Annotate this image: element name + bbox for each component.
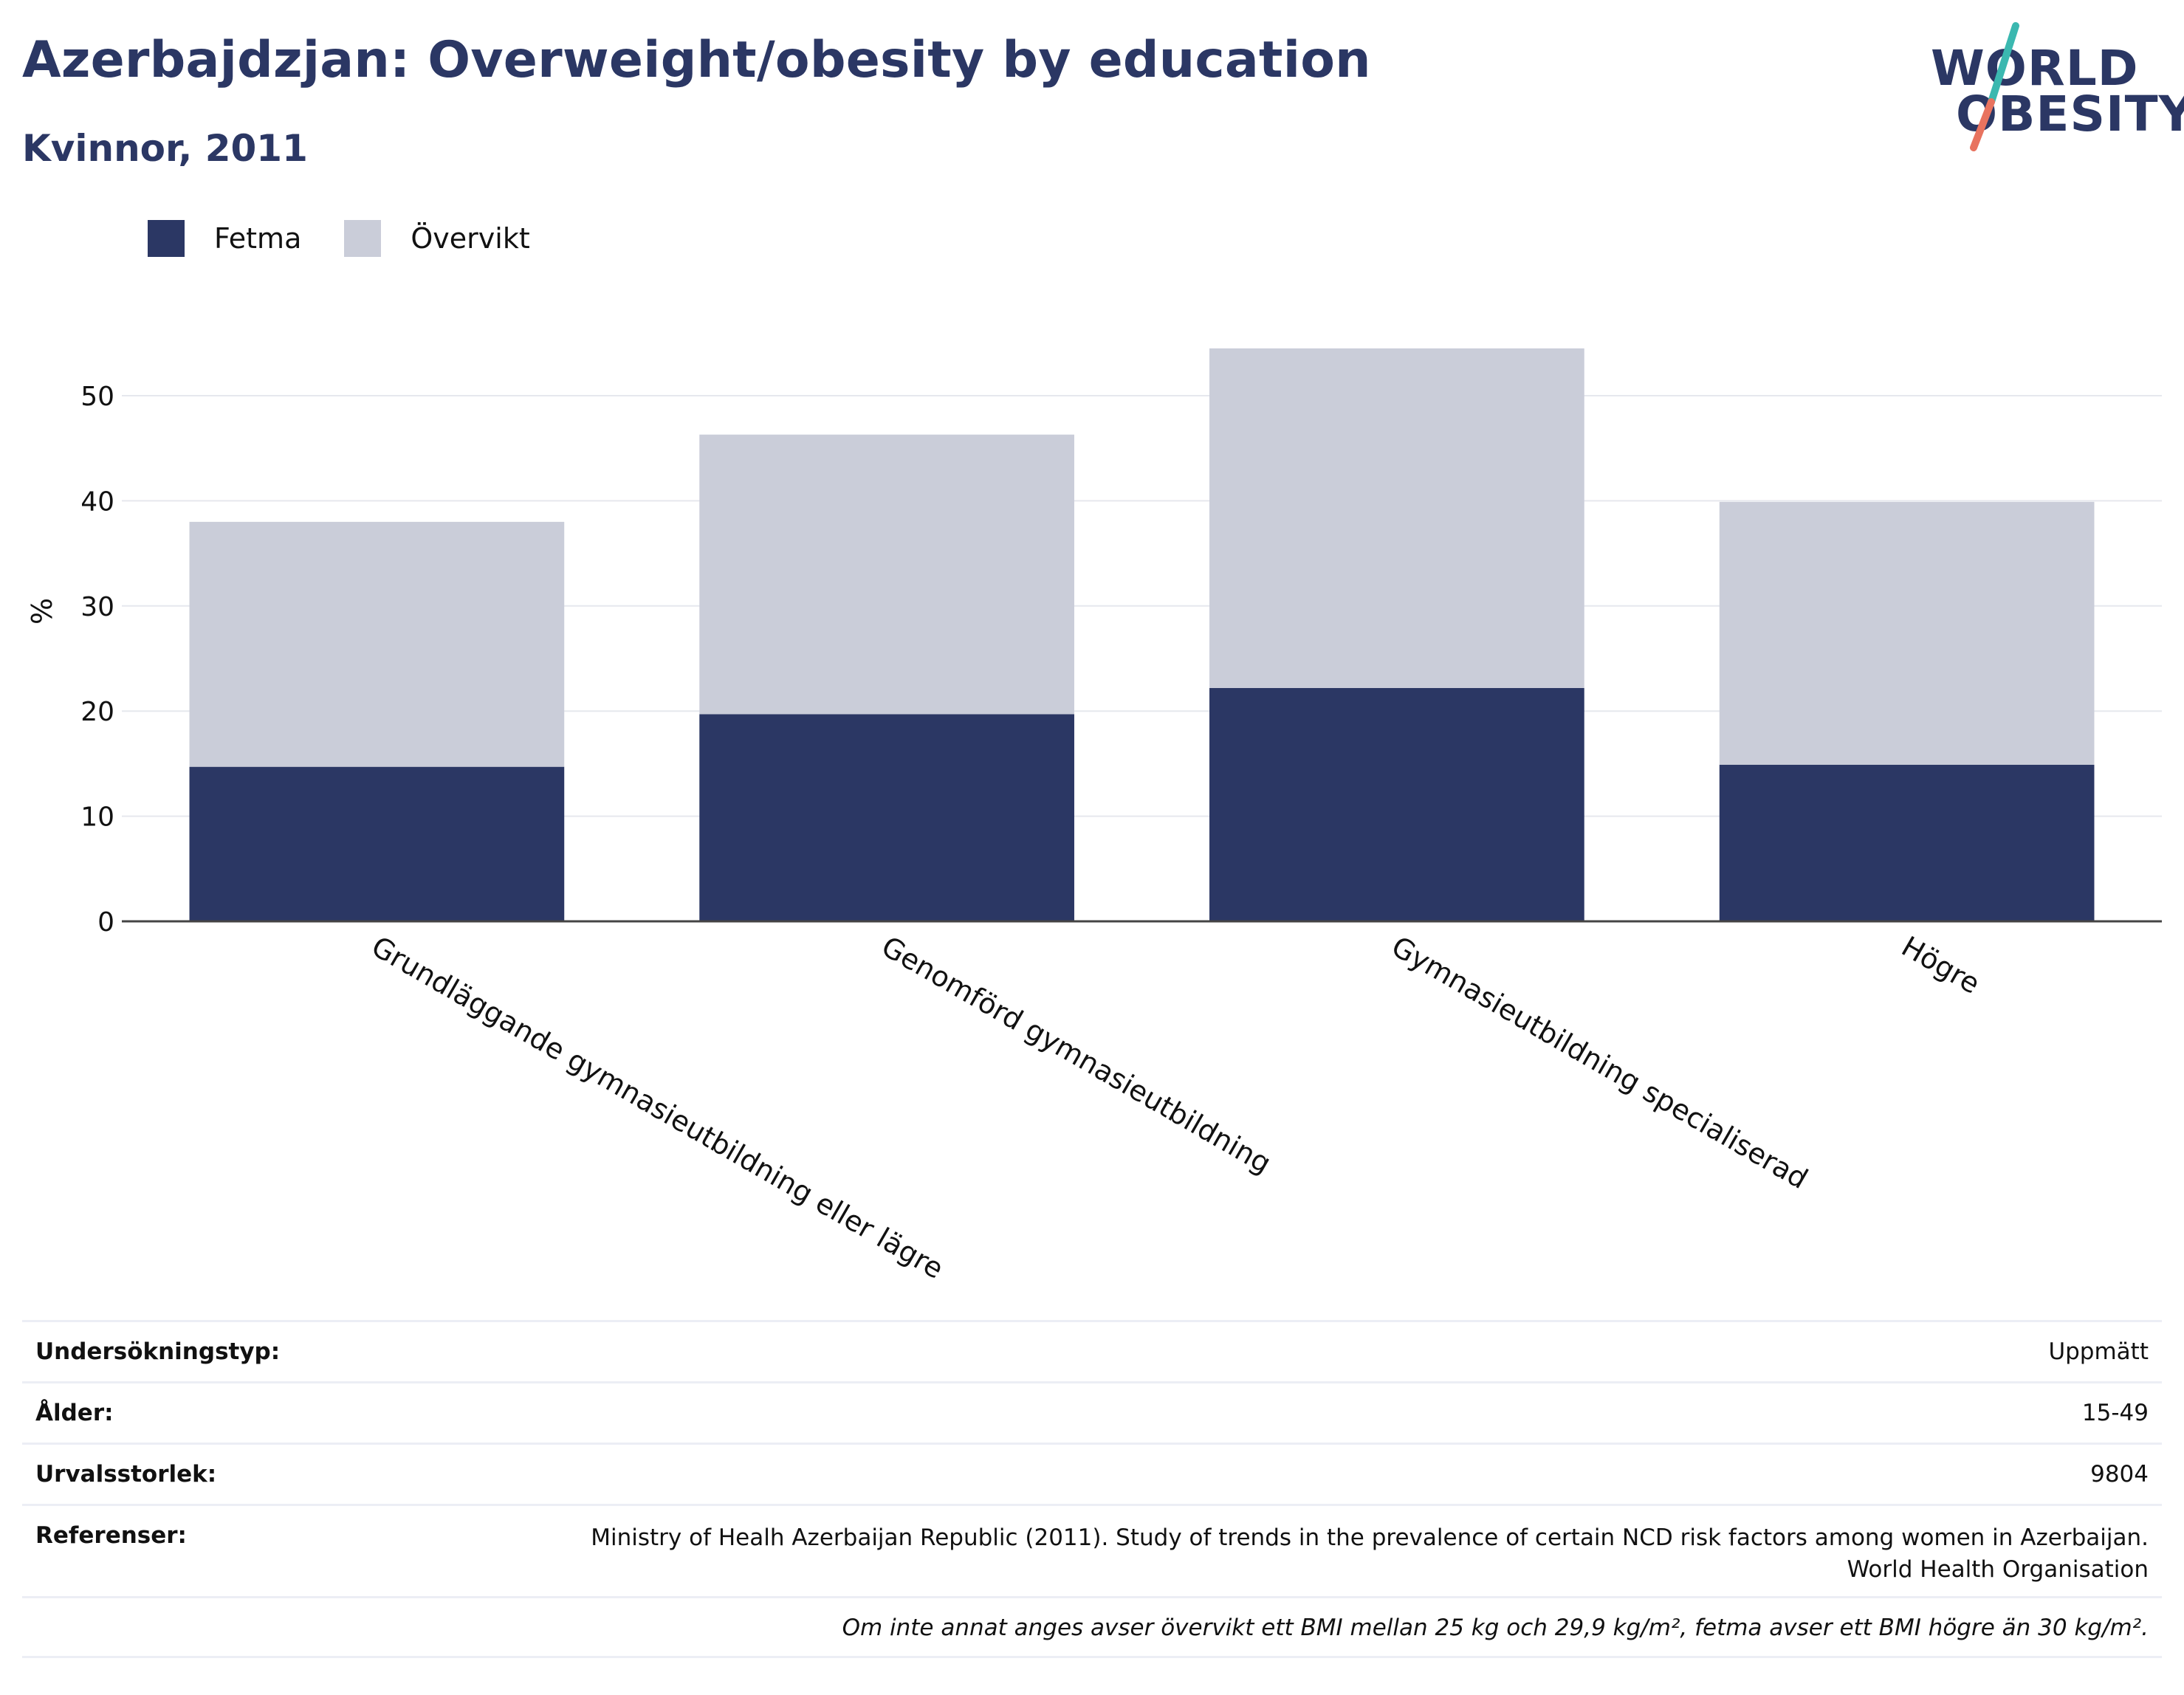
info-label: Undersökningstyp: <box>35 1338 281 1365</box>
world-obesity-logo: WORLD OBESITY <box>1931 22 2184 155</box>
legend-swatch-overvikt <box>344 220 382 257</box>
legend-item-fetma[interactable]: Fetma <box>148 220 301 257</box>
info-table: Undersökningstyp: Uppmätt Ålder: 15-49 U… <box>22 1320 2162 1658</box>
chart-subtitle: Kvinnor, 2011 <box>22 127 308 170</box>
legend-label-fetma: Fetma <box>214 222 302 255</box>
logo-word-world: WORLD <box>1931 40 2139 97</box>
info-row-survey-type: Undersökningstyp: Uppmätt <box>22 1320 2162 1381</box>
y-tick-label: 20 <box>80 697 114 727</box>
chart-legend: Fetma Övervikt <box>148 220 573 257</box>
bar-fetma <box>1209 687 1584 921</box>
x-tick-label: Högre <box>1896 930 1985 1000</box>
reference-line-1: Ministry of Healh Azerbaijan Republic (2… <box>591 1524 2149 1551</box>
x-tick-label: Grundläggande gymnasieutbildning eller l… <box>366 930 949 1285</box>
footnote: Om inte annat anges avser övervikt ett B… <box>842 1615 2149 1641</box>
y-axis-label: % <box>26 598 58 625</box>
y-tick-label: 10 <box>80 802 114 833</box>
reference-line-2: World Health Organisation <box>1847 1556 2149 1583</box>
info-value: Ministry of Healh Azerbaijan Republic (2… <box>591 1522 2149 1586</box>
bar-overvikt <box>1719 501 2095 765</box>
info-label: Referenser: <box>35 1522 187 1549</box>
y-tick-label: 30 <box>80 592 114 622</box>
y-tick-label: 0 <box>97 907 114 938</box>
y-tick-label: 40 <box>80 487 114 517</box>
chart-title: Azerbajdzjan: Overweight/obesity by educ… <box>22 31 1371 89</box>
legend-swatch-fetma <box>148 220 185 257</box>
bar-fetma <box>189 766 565 921</box>
logo-slash-icon <box>1970 22 2019 151</box>
info-row-references: Referenser: Ministry of Healh Azerbaijan… <box>22 1504 2162 1596</box>
bar-overvikt <box>189 521 565 767</box>
info-value: Uppmätt <box>2048 1338 2149 1365</box>
bar-overvikt <box>1209 348 1584 688</box>
info-row-sample-size: Urvalsstorlek: 9804 <box>22 1443 2162 1504</box>
bar-fetma <box>699 714 1074 921</box>
x-tick-label: Genomförd gymnasieutbildning <box>876 930 1277 1180</box>
legend-label-overvikt: Övervikt <box>411 222 530 255</box>
bar-chart: 0 10 20 30 40 50% Grundläggande gymnasieutbild… <box>26 348 2162 1285</box>
y-tick-label: 50 <box>80 382 114 412</box>
legend-item-overvikt[interactable]: Övervikt <box>344 220 530 257</box>
info-value: 9804 <box>2090 1461 2149 1488</box>
info-label: Ålder: <box>35 1400 114 1426</box>
x-tick-label: Gymnasieutbildning specialiserad <box>1386 930 1813 1195</box>
info-value: 15-49 <box>2081 1400 2149 1426</box>
bar-overvikt <box>699 434 1074 715</box>
info-label: Urvalsstorlek: <box>35 1461 217 1488</box>
info-row-footnote: Om inte annat anges avser övervikt ett B… <box>22 1596 2162 1658</box>
info-row-age: Ålder: 15-49 <box>22 1381 2162 1443</box>
bar-fetma <box>1719 764 2095 921</box>
